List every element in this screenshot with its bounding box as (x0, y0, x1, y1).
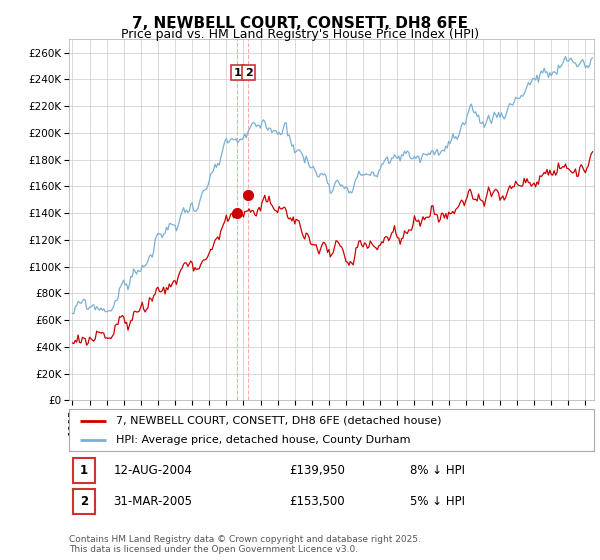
Text: 2: 2 (245, 68, 253, 78)
Text: Price paid vs. HM Land Registry's House Price Index (HPI): Price paid vs. HM Land Registry's House … (121, 28, 479, 41)
Text: £153,500: £153,500 (290, 495, 345, 508)
Text: 2: 2 (80, 495, 88, 508)
Text: 8% ↓ HPI: 8% ↓ HPI (410, 464, 465, 477)
Text: 7, NEWBELL COURT, CONSETT, DH8 6FE: 7, NEWBELL COURT, CONSETT, DH8 6FE (132, 16, 468, 31)
Text: 1: 1 (80, 464, 88, 477)
Text: Contains HM Land Registry data © Crown copyright and database right 2025.
This d: Contains HM Land Registry data © Crown c… (69, 535, 421, 554)
FancyBboxPatch shape (73, 489, 95, 514)
Text: £139,950: £139,950 (290, 464, 346, 477)
Text: 31-MAR-2005: 31-MAR-2005 (113, 495, 193, 508)
Text: 1: 1 (234, 68, 242, 78)
FancyBboxPatch shape (73, 458, 95, 483)
Text: HPI: Average price, detached house, County Durham: HPI: Average price, detached house, Coun… (116, 435, 411, 445)
Text: 5% ↓ HPI: 5% ↓ HPI (410, 495, 465, 508)
Text: 7, NEWBELL COURT, CONSETT, DH8 6FE (detached house): 7, NEWBELL COURT, CONSETT, DH8 6FE (deta… (116, 416, 442, 426)
Text: 12-AUG-2004: 12-AUG-2004 (113, 464, 193, 477)
